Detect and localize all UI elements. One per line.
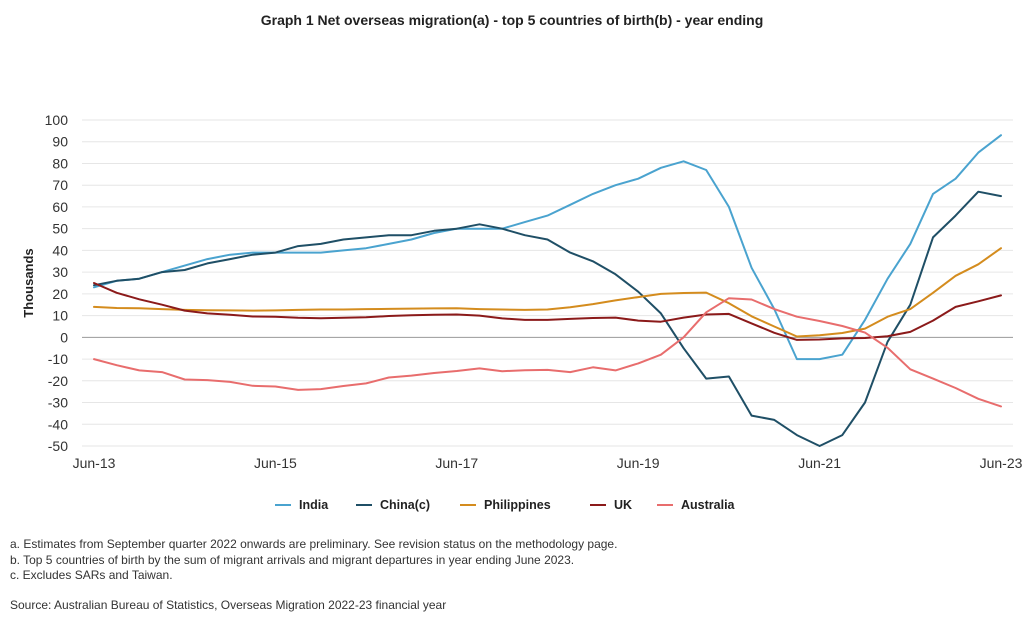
y-tick-label: 100 bbox=[45, 112, 69, 128]
footnotes: a. Estimates from September quarter 2022… bbox=[10, 537, 617, 584]
legend-label: UK bbox=[614, 498, 633, 512]
legend-item-philippines: Philippines bbox=[460, 498, 551, 512]
y-tick-label: -10 bbox=[48, 351, 68, 367]
series-line-india bbox=[93, 134, 1002, 361]
x-tick-label: Jun-21 bbox=[798, 455, 841, 471]
x-tick-label: Jun-19 bbox=[617, 455, 660, 471]
x-tick-label: Jun-17 bbox=[435, 455, 478, 471]
y-tick-label: 50 bbox=[52, 221, 68, 237]
source-note: Source: Australian Bureau of Statistics,… bbox=[10, 598, 447, 612]
x-tick-label: Jun-23 bbox=[980, 455, 1023, 471]
y-tick-label: -30 bbox=[48, 395, 68, 411]
y-tick-label: 20 bbox=[52, 286, 68, 302]
legend-item-uk: UK bbox=[590, 498, 632, 512]
gridlines bbox=[82, 119, 1013, 447]
legend: India China(c) Philippines UK Australia bbox=[0, 498, 1024, 518]
x-axis-ticks: Jun-13 Jun-15 Jun-17 Jun-19 Jun-21 Jun-23 bbox=[73, 455, 1023, 471]
series-line-china-c bbox=[93, 190, 1002, 447]
legend-swatch-uk bbox=[590, 504, 606, 506]
series-lines bbox=[93, 134, 1002, 447]
y-tick-label: 30 bbox=[52, 264, 68, 280]
x-tick-label: Jun-13 bbox=[73, 455, 116, 471]
legend-item-india: India bbox=[275, 498, 328, 512]
series-line-uk bbox=[93, 282, 1002, 341]
x-tick-label: Jun-15 bbox=[254, 455, 297, 471]
series-line-australia bbox=[93, 297, 1002, 408]
legend-swatch-india bbox=[275, 504, 291, 506]
y-tick-label: -50 bbox=[48, 438, 68, 454]
y-axis-label: Thousands bbox=[21, 248, 36, 317]
footnote-a: a. Estimates from September quarter 2022… bbox=[10, 537, 618, 551]
y-tick-label: 70 bbox=[52, 177, 68, 193]
series-line-philippines bbox=[93, 247, 1002, 338]
legend-swatch-australia bbox=[657, 504, 673, 506]
y-tick-label: -40 bbox=[48, 416, 68, 432]
y-tick-label: 90 bbox=[52, 134, 68, 150]
legend-swatch-china bbox=[356, 504, 372, 506]
legend-label: Philippines bbox=[484, 498, 551, 512]
footnote-c: c. Excludes SARs and Taiwan. bbox=[10, 568, 173, 582]
footnote-b: b. Top 5 countries of birth by the sum o… bbox=[10, 552, 575, 567]
legend-item-australia: Australia bbox=[657, 498, 735, 512]
legend-label: China(c) bbox=[380, 498, 430, 512]
y-tick-label: 60 bbox=[52, 199, 68, 215]
y-tick-label: 80 bbox=[52, 155, 68, 171]
legend-label: Australia bbox=[681, 498, 735, 512]
y-tick-label: -20 bbox=[48, 373, 68, 389]
legend-swatch-philippines bbox=[460, 504, 476, 506]
y-tick-label: 40 bbox=[52, 242, 68, 258]
chart-title: Graph 1 Net overseas migration(a) - top … bbox=[260, 12, 764, 28]
legend-item-china: China(c) bbox=[356, 498, 430, 512]
y-tick-label: 10 bbox=[52, 308, 68, 324]
y-tick-label: 0 bbox=[60, 329, 68, 345]
legend-label: India bbox=[299, 498, 329, 512]
